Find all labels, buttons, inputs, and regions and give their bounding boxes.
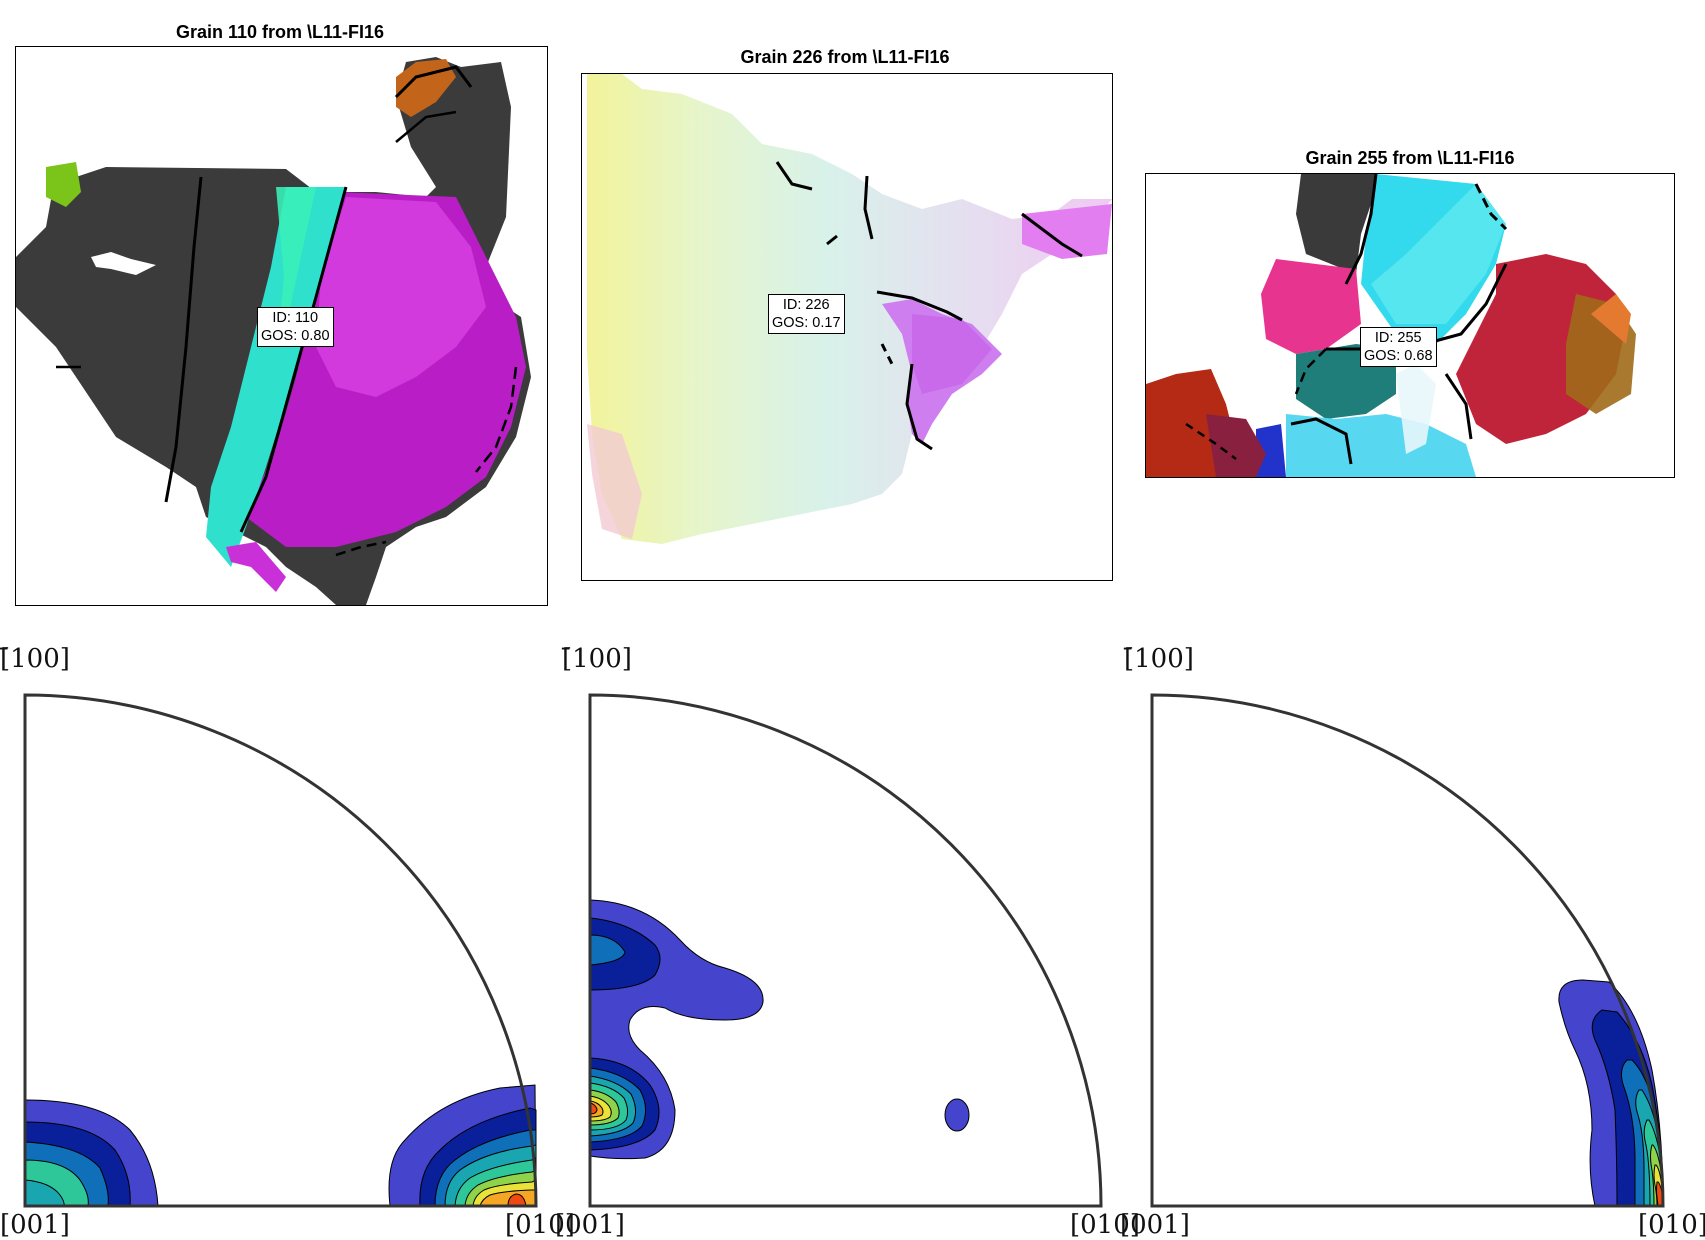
grain-255-info-box: ID: 255 GOS: 0.68 <box>1360 327 1437 367</box>
grain-110-id: ID: 110 <box>261 309 330 327</box>
grain-226-id: ID: 226 <box>772 296 841 314</box>
pf3-sector-outline <box>1152 695 1663 1206</box>
grain-110-map: ID: 110 GOS: 0.80 <box>15 46 548 606</box>
grain-226-map: ID: 226 GOS: 0.17 <box>581 73 1113 581</box>
grain-255-orientation-map <box>1146 174 1674 477</box>
grain-110-title: Grain 110 from \L11-FI16 <box>176 22 384 43</box>
pole-figure-2 <box>585 690 1105 1210</box>
grain-255-title: Grain 255 from \L11-FI16 <box>1305 148 1514 169</box>
grain-226-gos: GOS: 0.17 <box>772 314 841 332</box>
grain-255-map: ID: 255 GOS: 0.68 <box>1145 173 1675 478</box>
pole-figure-1 <box>20 690 540 1210</box>
grain-226-orientation-map <box>582 74 1112 580</box>
pf3-left-label: [001] <box>1120 1210 1190 1240</box>
pf1-contours <box>25 1085 536 1206</box>
pf3-right-label: [010] <box>1638 1210 1705 1240</box>
grain-255-id: ID: 255 <box>1364 329 1433 347</box>
pf3-contours <box>1559 980 1663 1206</box>
grain-110-gos: GOS: 0.80 <box>261 327 330 345</box>
pf2-contours <box>590 900 969 1159</box>
pf2-top-label: [̄100] <box>562 644 632 674</box>
grain-255-gos: GOS: 0.68 <box>1364 347 1433 365</box>
pf2-left-label: [001] <box>555 1210 625 1240</box>
pf3-top-label: [̄100] <box>1124 644 1194 674</box>
grain-226-info-box: ID: 226 GOS: 0.17 <box>768 294 845 334</box>
pf1-left-label: [001] <box>0 1210 70 1240</box>
grain-226-title: Grain 226 from \L11-FI16 <box>740 47 949 68</box>
pole-figure-3 <box>1147 690 1667 1210</box>
pf1-top-label: [̄100] <box>0 644 70 674</box>
grain-110-info-box: ID: 110 GOS: 0.80 <box>257 307 334 347</box>
